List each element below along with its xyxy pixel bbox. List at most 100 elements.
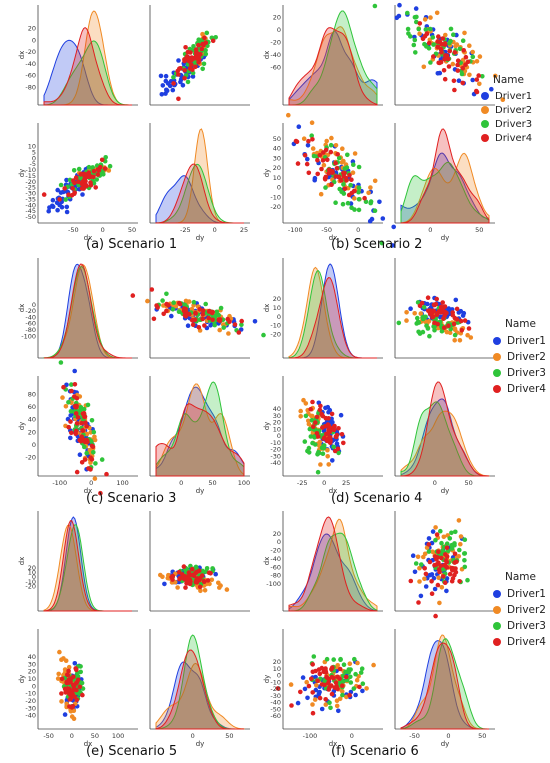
scatter-point: [390, 243, 395, 248]
x-tick-label: 25: [240, 226, 248, 234]
scatter-point: [201, 61, 207, 67]
scatter-point: [333, 680, 339, 685]
scatter-point: [350, 170, 356, 175]
scatter-point: [420, 36, 426, 42]
scatter-point: [324, 674, 329, 680]
scatter-point: [176, 58, 181, 63]
scatter-point: [404, 310, 409, 315]
scatter-point: [149, 287, 155, 292]
scatter-point: [435, 582, 441, 588]
scatter-point: [380, 216, 386, 221]
scatter-point: [84, 424, 89, 429]
scatter-point: [76, 166, 82, 172]
scatter-point: [175, 585, 180, 590]
scatter-point: [317, 407, 323, 413]
y-tick-label: -10: [25, 690, 36, 698]
scatter-point: [448, 26, 454, 32]
scatter-point: [356, 164, 362, 170]
scatter-point: [423, 571, 429, 577]
scatter-point: [99, 457, 105, 462]
scatter-point: [431, 42, 436, 47]
scatter-point: [349, 177, 354, 182]
scatter-point: [493, 73, 498, 79]
scatter-point: [311, 424, 316, 430]
scatter-point: [441, 574, 446, 579]
scatter-point: [64, 177, 69, 183]
scatter-point: [328, 149, 334, 155]
y-tick-label: -100: [21, 332, 36, 340]
scatter-point: [72, 180, 77, 186]
scatter-point: [436, 549, 441, 554]
y-tick-label: -5: [30, 160, 36, 168]
scatter-point: [321, 162, 327, 168]
scatter-point: [436, 60, 442, 66]
scatter-point: [316, 667, 322, 672]
scatter-point: [307, 426, 313, 432]
scatter-point: [414, 19, 419, 25]
scatter-point: [204, 30, 210, 36]
scatter-point: [196, 325, 202, 330]
density-curve-driver2: [288, 518, 378, 612]
scatter-point: [160, 83, 166, 88]
scatter-point: [446, 64, 452, 69]
scatter-point: [80, 192, 85, 197]
y-axis-label: dx: [18, 51, 26, 60]
scatter-point: [427, 311, 433, 317]
scatter-point: [442, 304, 448, 309]
scatter-point: [303, 401, 309, 406]
scatter-point: [347, 692, 352, 698]
density-curve-driver4: [289, 277, 377, 359]
scatter-point: [197, 307, 202, 312]
scatter-point: [310, 690, 316, 695]
scatter-point: [474, 77, 480, 82]
scatter-point: [328, 142, 334, 148]
scatter-point: [420, 329, 426, 335]
scatter-point: [155, 305, 160, 310]
scatter-point: [298, 689, 303, 695]
scatter-point: [430, 314, 435, 320]
scatter-point: [418, 593, 424, 599]
scatter-point: [444, 565, 450, 570]
scatter-point: [175, 68, 180, 74]
scatter-point: [444, 310, 449, 316]
scatter-point: [348, 674, 353, 680]
y-tick-label: -50: [270, 705, 281, 713]
scatter-point: [422, 576, 427, 582]
x-tick-label: 0: [322, 479, 326, 487]
scatter-point: [313, 420, 318, 425]
scatter-point: [423, 27, 429, 32]
x-tick-label: 100: [238, 479, 250, 487]
scatter-point: [416, 26, 422, 32]
y-tick-label: -30: [25, 704, 36, 712]
scatter-point: [457, 46, 463, 52]
scatter-point: [442, 580, 448, 585]
density-curve-driver1: [400, 152, 490, 224]
scatter-point: [164, 308, 169, 314]
y-axis-label: dx: [263, 51, 271, 60]
scatter-point: [226, 331, 231, 336]
scatter-point: [164, 88, 170, 93]
scatter-point: [55, 187, 60, 193]
scatter-point: [323, 697, 329, 702]
scatter-point: [352, 656, 357, 662]
scatter-point: [107, 163, 113, 169]
scatter-point: [461, 48, 467, 53]
scatter-point: [67, 697, 73, 702]
y-tick-label: -10: [270, 322, 281, 330]
scatter-point: [462, 537, 468, 542]
scatter-point: [69, 193, 75, 198]
scatter-point: [451, 321, 457, 327]
scatter-point: [379, 240, 385, 246]
x-tick-label: 0: [89, 479, 93, 487]
y-tick-label: -40: [25, 313, 36, 321]
scatter-point: [309, 120, 315, 125]
scatter-point: [449, 530, 454, 536]
scatter-point: [218, 305, 224, 311]
scatter-point: [187, 311, 192, 317]
x-axis-label: dx: [84, 487, 93, 495]
legend-item-driver3: Driver3: [481, 117, 532, 131]
scatter-point: [181, 564, 187, 569]
scatter-point: [319, 706, 325, 712]
scatter-point: [335, 152, 341, 157]
scatter-point: [432, 562, 437, 568]
